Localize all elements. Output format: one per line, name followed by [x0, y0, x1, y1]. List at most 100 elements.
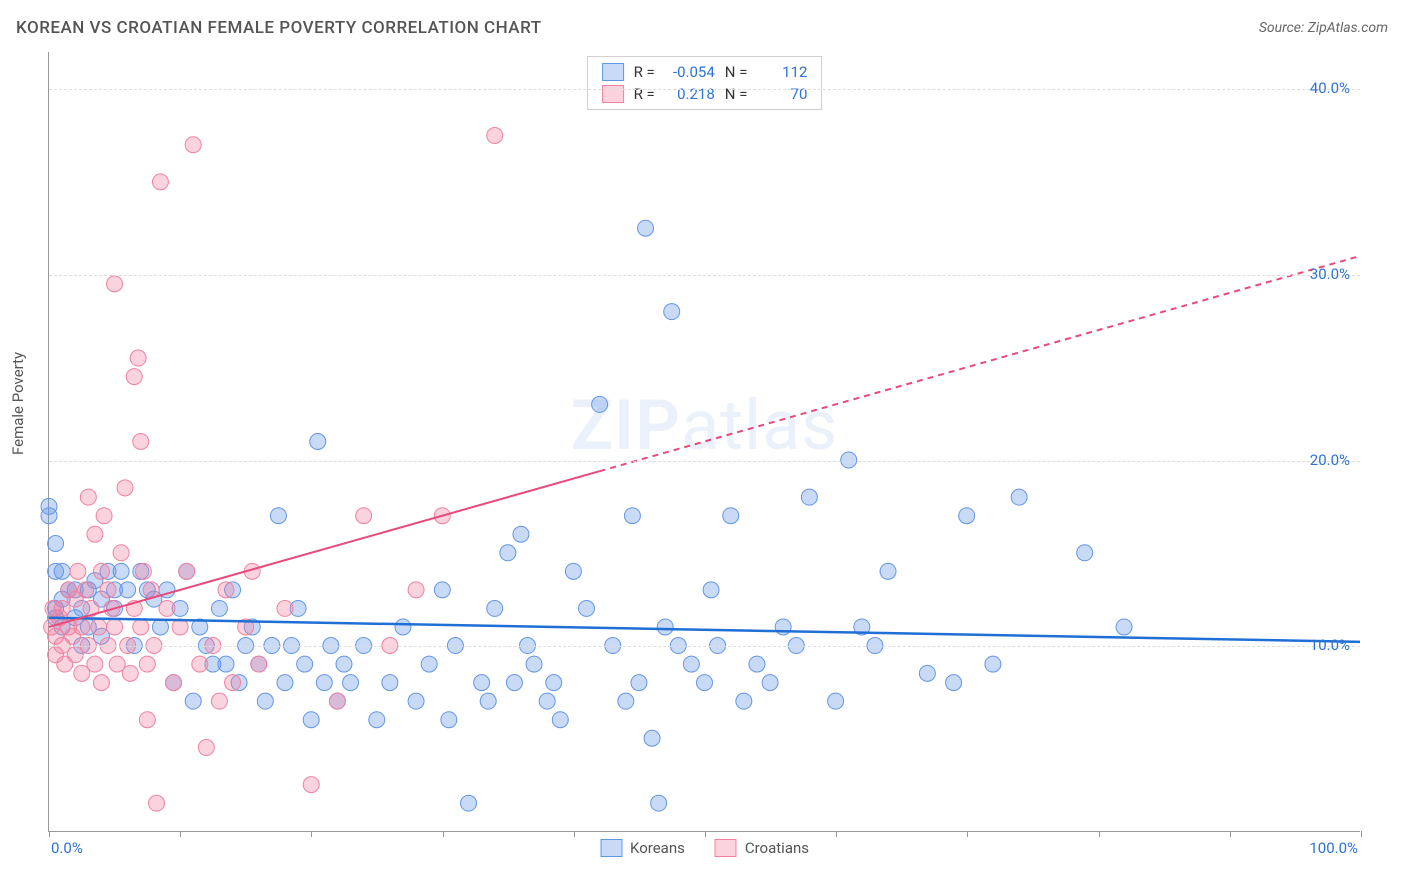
swatch-croatians [602, 85, 624, 103]
data-point [959, 508, 975, 524]
legend-label-croatians: Croatians [745, 839, 809, 857]
data-point [480, 693, 496, 709]
data-point [369, 712, 385, 728]
data-point [310, 434, 326, 450]
data-point [408, 693, 424, 709]
plot-area: ZIPatlas R = -0.054 N = 112 R = 0.218 N … [48, 52, 1360, 832]
grid-line [49, 646, 1360, 647]
data-point [303, 712, 319, 728]
x-tick-mark [180, 831, 181, 837]
data-point [152, 619, 168, 635]
legend-swatch-koreans [600, 839, 622, 857]
chart-container: KOREAN VS CROATIAN FEMALE POVERTY CORREL… [0, 0, 1406, 892]
data-point [546, 675, 562, 691]
data-point [135, 563, 151, 579]
data-point [946, 675, 962, 691]
data-point [211, 693, 227, 709]
data-point [618, 693, 634, 709]
data-point [100, 582, 116, 598]
data-point [107, 619, 123, 635]
data-point [421, 656, 437, 672]
data-point [41, 508, 57, 524]
data-point [657, 619, 673, 635]
data-point [120, 582, 136, 598]
data-point [356, 508, 372, 524]
data-point [185, 693, 201, 709]
data-point [395, 619, 411, 635]
data-point [762, 675, 778, 691]
data-point [487, 127, 503, 143]
n-label: N = [725, 63, 748, 81]
data-point [211, 600, 227, 616]
x-tick-label: 100.0% [1309, 839, 1358, 857]
data-point [139, 656, 155, 672]
r-val-1: -0.054 [665, 63, 715, 81]
data-point [133, 619, 149, 635]
n-label-2: N = [725, 85, 748, 103]
r-label: R = [634, 63, 655, 81]
data-point [1011, 489, 1027, 505]
data-point [565, 563, 581, 579]
n-val-2: 70 [757, 85, 807, 103]
data-point [218, 582, 234, 598]
x-tick-mark [1230, 831, 1231, 837]
data-point [723, 508, 739, 524]
data-point [107, 276, 123, 292]
legend-item-koreans: Koreans [600, 839, 685, 857]
data-point [552, 712, 568, 728]
data-point [113, 563, 129, 579]
data-point [277, 675, 293, 691]
data-point [93, 675, 109, 691]
data-point [592, 396, 608, 412]
data-point [113, 545, 129, 561]
data-point [461, 795, 477, 811]
legend-item-croatians: Croatians [715, 839, 809, 857]
data-point [880, 563, 896, 579]
data-point [631, 675, 647, 691]
data-point [87, 656, 103, 672]
data-point [78, 582, 94, 598]
data-point [257, 693, 273, 709]
y-tick-label: 30.0% [1310, 265, 1350, 283]
data-point [54, 563, 70, 579]
legend-label-koreans: Koreans [630, 839, 685, 857]
data-point [526, 656, 542, 672]
data-point [775, 619, 791, 635]
x-tick-mark [836, 831, 837, 837]
data-point [697, 675, 713, 691]
data-point [500, 545, 516, 561]
data-point [179, 563, 195, 579]
data-point [87, 526, 103, 542]
stats-row-1: R = -0.054 N = 112 [602, 63, 808, 81]
data-point [130, 350, 146, 366]
x-tick-mark [443, 831, 444, 837]
data-point [664, 304, 680, 320]
data-point [801, 489, 817, 505]
data-point [1116, 619, 1132, 635]
y-tick-label: 40.0% [1310, 79, 1350, 97]
data-point [683, 656, 699, 672]
data-point [70, 563, 86, 579]
data-point [139, 712, 155, 728]
data-point [382, 675, 398, 691]
data-point [1077, 545, 1093, 561]
y-tick-label: 20.0% [1310, 451, 1350, 469]
data-point [408, 582, 424, 598]
r-val-2: 0.218 [665, 85, 715, 103]
data-point [149, 795, 165, 811]
x-tick-label: 0.0% [51, 839, 83, 857]
n-val-1: 112 [757, 63, 807, 81]
r-label-2: R = [634, 85, 655, 103]
data-point [80, 489, 96, 505]
x-tick-mark [49, 831, 50, 837]
data-point [316, 675, 332, 691]
data-point [218, 656, 234, 672]
data-point [225, 675, 241, 691]
data-point [434, 582, 450, 598]
regression-line [49, 471, 600, 627]
data-point [703, 582, 719, 598]
legend: Koreans Croatians [600, 839, 809, 857]
grid-line [49, 461, 1360, 462]
x-tick-mark [311, 831, 312, 837]
data-point [474, 675, 490, 691]
